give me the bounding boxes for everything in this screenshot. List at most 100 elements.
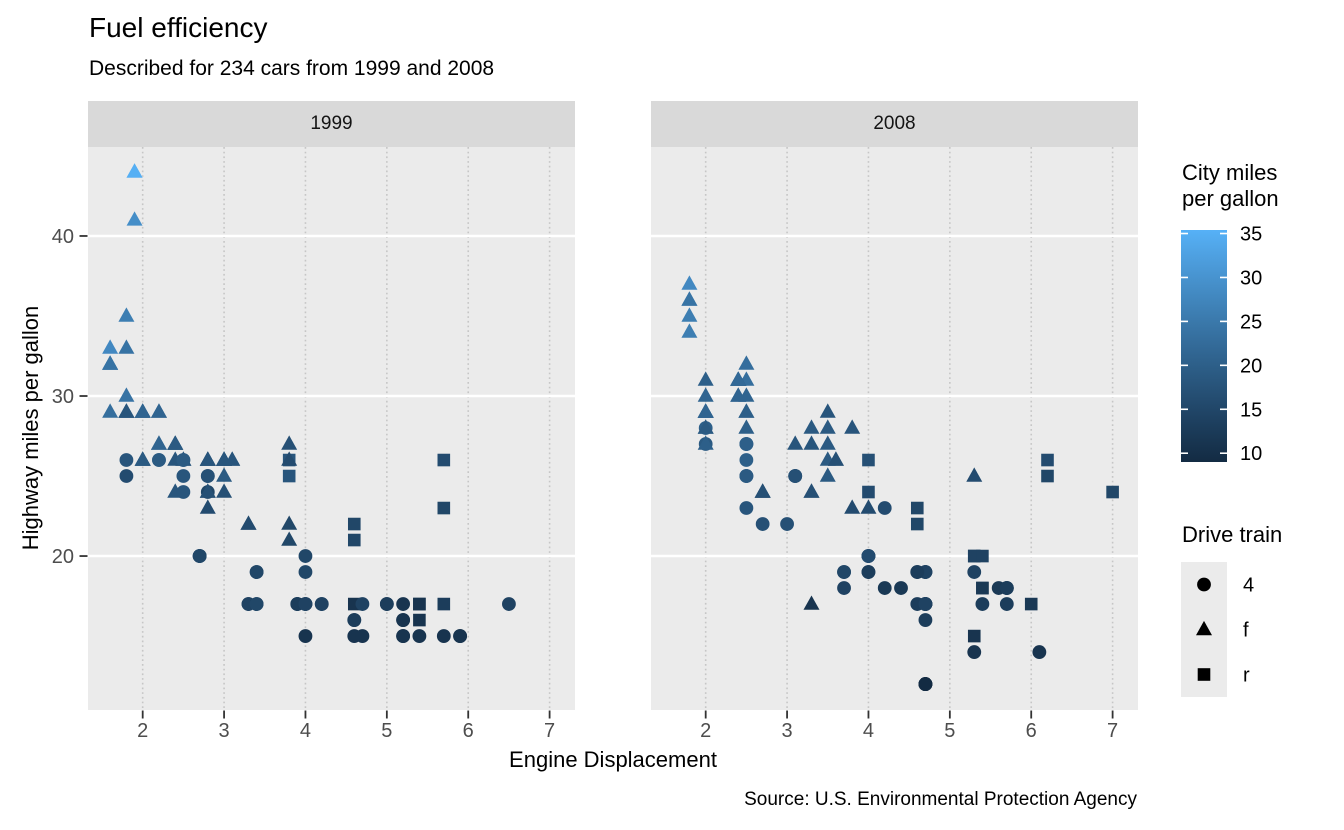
data-point — [281, 451, 298, 466]
data-point — [697, 387, 714, 402]
data-point — [282, 469, 296, 483]
data-point — [216, 483, 233, 498]
data-point — [681, 275, 698, 290]
data-point — [967, 629, 981, 643]
data-point — [249, 597, 264, 611]
data-point — [780, 517, 794, 531]
shape-legend-label: f — [1243, 620, 1249, 642]
data-point — [150, 403, 167, 418]
data-point — [281, 515, 298, 530]
facet-strip-2008: 2008 — [873, 113, 916, 134]
data-point — [199, 451, 216, 466]
points-layer — [102, 163, 516, 643]
data-point — [396, 629, 411, 643]
data-point — [1041, 453, 1054, 467]
data-point — [999, 597, 1014, 611]
data-point — [192, 549, 207, 563]
data-point — [862, 485, 875, 499]
data-point — [819, 419, 836, 434]
data-point — [697, 419, 714, 434]
shape-legend-label: r — [1243, 665, 1250, 687]
data-point — [199, 499, 216, 514]
data-point — [216, 467, 233, 482]
data-point — [216, 451, 233, 466]
data-point — [176, 453, 191, 467]
data-point — [910, 517, 924, 531]
data-point — [436, 629, 451, 643]
facet-strip-bg — [88, 101, 575, 147]
data-point — [803, 595, 820, 610]
data-point — [119, 469, 134, 483]
data-point — [437, 453, 451, 467]
x-axis-tick-label: 3 — [782, 720, 793, 742]
data-point — [844, 499, 861, 514]
data-point — [837, 565, 851, 579]
data-point — [396, 597, 411, 611]
data-point — [755, 517, 770, 531]
x-axis-tick-label: 5 — [944, 720, 955, 742]
x-axis-tick-label: 7 — [544, 720, 555, 742]
data-point — [396, 613, 411, 627]
data-point — [739, 437, 754, 451]
data-point — [861, 565, 876, 579]
data-point — [314, 597, 329, 611]
data-point — [819, 435, 836, 450]
x-axis-tick-label: 6 — [463, 720, 474, 742]
colorbar-tick-label: 15 — [1240, 399, 1262, 421]
data-point — [167, 435, 184, 450]
colorbar-tick-label: 10 — [1240, 443, 1262, 465]
y-axis-tick-label: 30 — [52, 386, 74, 408]
data-point — [730, 371, 747, 386]
data-point — [453, 629, 467, 643]
points-layer — [681, 275, 1119, 691]
data-point — [787, 435, 804, 450]
data-point — [1032, 645, 1047, 659]
data-point — [967, 645, 982, 659]
data-point — [910, 565, 925, 579]
data-point — [298, 549, 313, 563]
data-point — [118, 387, 135, 402]
data-point — [861, 549, 876, 563]
x-axis-tick-label: 7 — [1107, 720, 1118, 742]
data-point — [347, 517, 361, 531]
x-axis-tick-label: 2 — [700, 720, 711, 742]
data-point — [240, 515, 257, 530]
data-point — [827, 451, 844, 466]
data-point — [966, 467, 983, 482]
chart-caption: Source: U.S. Environmental Protection Ag… — [744, 789, 1137, 810]
data-point — [738, 419, 755, 434]
legend-circle-icon — [1197, 577, 1211, 592]
data-point — [355, 597, 370, 611]
colorbar — [1181, 230, 1227, 462]
data-point — [681, 291, 698, 306]
data-point — [437, 597, 451, 611]
data-point — [118, 339, 135, 354]
data-point — [681, 323, 698, 338]
data-point — [844, 419, 861, 434]
colorbar-tick-label: 30 — [1240, 267, 1262, 289]
data-point — [1106, 485, 1119, 499]
data-point — [754, 483, 771, 498]
colorbar-tick-label: 20 — [1240, 355, 1262, 377]
data-point — [355, 629, 370, 643]
data-point — [975, 597, 990, 611]
data-point — [102, 403, 119, 418]
x-axis-tick-label: 4 — [300, 720, 311, 742]
legend-square-icon — [1197, 668, 1211, 681]
data-point — [437, 501, 451, 515]
data-point — [413, 597, 426, 611]
facet-strip-bg — [651, 101, 1138, 147]
color-legend-title-line2: per gallon — [1182, 186, 1279, 211]
shape-legend-label: 4 — [1243, 575, 1254, 597]
data-point — [697, 403, 714, 418]
chart-title: Fuel efficiency — [89, 12, 268, 43]
data-point — [1041, 469, 1054, 483]
legend-triangle-icon — [1196, 620, 1212, 636]
data-point — [681, 307, 698, 322]
data-point — [739, 469, 754, 483]
shape-legend-title: Drive train — [1182, 522, 1283, 547]
data-point — [918, 613, 933, 627]
data-point — [298, 629, 313, 643]
data-point — [837, 581, 851, 595]
